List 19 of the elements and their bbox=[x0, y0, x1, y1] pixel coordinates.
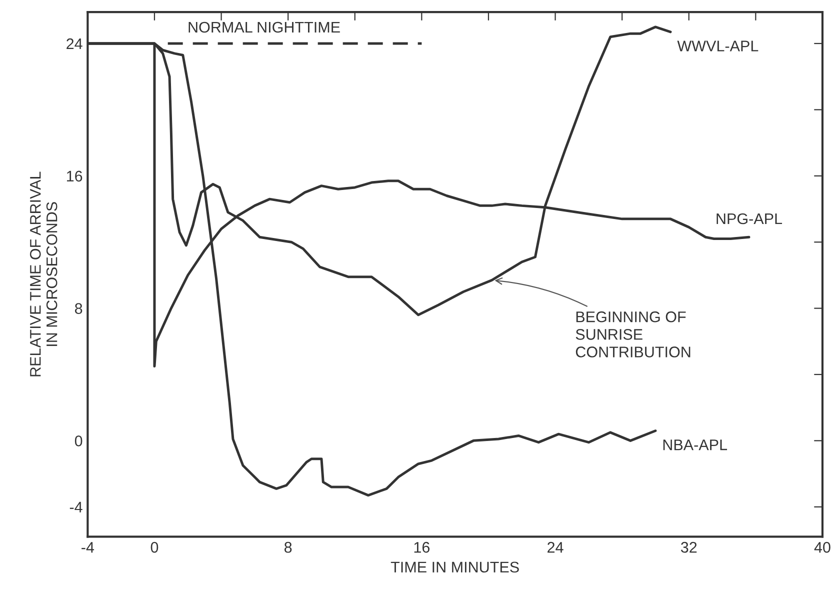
x-tick-label: 40 bbox=[814, 542, 830, 553]
y-tick-label: 8 bbox=[74, 303, 82, 314]
x-tick-label: 16 bbox=[414, 542, 430, 553]
x-axis-title: TIME IN MINUTES bbox=[390, 562, 519, 573]
annotation: BEGINNING OF SUNRISE CONTRIBUTION bbox=[576, 311, 690, 358]
y-axis-title: RELATIVE TIME OF ARRIVAL IN MICROSECONDS bbox=[30, 172, 58, 376]
y-tick-label: 0 bbox=[74, 436, 82, 446]
x-tick-label: -4 bbox=[82, 542, 94, 553]
y-tick-label: -4 bbox=[70, 502, 82, 512]
series-label: NPG-APL bbox=[716, 213, 782, 224]
x-tick-label: 8 bbox=[284, 542, 292, 553]
y-tick-label: 16 bbox=[66, 170, 82, 182]
y-tick-label: 24 bbox=[66, 38, 82, 50]
x-tick-label: 0 bbox=[150, 542, 158, 553]
series-label: NBA-APL bbox=[663, 440, 728, 450]
series-label: WWVL-APL bbox=[677, 40, 758, 52]
annotation: NORMAL NIGHTTIME bbox=[188, 22, 340, 33]
x-tick-label: 24 bbox=[548, 542, 564, 553]
x-tick-label: 32 bbox=[680, 542, 697, 553]
